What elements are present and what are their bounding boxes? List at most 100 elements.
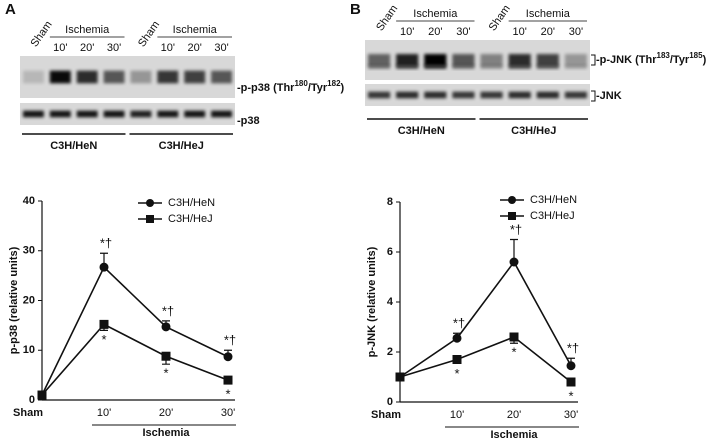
significance-label: *† bbox=[162, 303, 174, 318]
lane-label-ischemia: Ischemia bbox=[173, 24, 218, 36]
y-axis-label: p-JNK (relative units) bbox=[366, 246, 378, 357]
band bbox=[76, 70, 98, 84]
lane-label-ischemia: Ischemia bbox=[413, 8, 458, 20]
band-label: -p-JNK (Thr183/Tyr185) bbox=[596, 51, 707, 66]
band bbox=[480, 91, 503, 99]
lane-label-time: 10' bbox=[161, 42, 175, 54]
band-label-part: 182 bbox=[327, 79, 341, 88]
band-label-part: p-p38 (Thr bbox=[241, 82, 295, 94]
lane-label-ischemia: Ischemia bbox=[526, 8, 571, 20]
band bbox=[424, 91, 447, 99]
y-tick-label: 0 bbox=[29, 394, 35, 406]
panel-letter: A bbox=[5, 1, 16, 18]
data-point bbox=[223, 352, 233, 362]
band-bracket bbox=[591, 90, 596, 102]
band bbox=[508, 64, 531, 69]
lane-label-sham: Sham bbox=[487, 3, 513, 33]
band-label-part: /Tyr bbox=[308, 82, 328, 94]
lane-label-sham: Sham bbox=[28, 19, 54, 49]
band bbox=[211, 110, 232, 118]
lane-label-time: 20' bbox=[188, 42, 202, 54]
series-line bbox=[399, 260, 572, 378]
significance-label: * bbox=[568, 388, 573, 403]
band-bracket bbox=[591, 54, 596, 66]
x-tick-label: 30' bbox=[221, 407, 235, 419]
significance-label: *† bbox=[224, 333, 236, 348]
lane-label-time: 30' bbox=[456, 26, 470, 38]
lane-label-time: 30' bbox=[107, 42, 121, 54]
y-tick-label: 0 bbox=[387, 396, 393, 408]
lane-label-sham: Sham bbox=[374, 3, 400, 33]
legend-label: C3H/HeN bbox=[530, 194, 577, 206]
legend-marker bbox=[146, 215, 154, 223]
band-label-part: ) bbox=[703, 54, 707, 66]
band-label-part: ) bbox=[341, 82, 345, 94]
band-label: -JNK bbox=[596, 90, 622, 102]
x-axis-label: Ischemia bbox=[490, 429, 538, 438]
y-tick-label: 10 bbox=[23, 344, 35, 356]
lane-label-time: 30' bbox=[214, 42, 228, 54]
band bbox=[452, 64, 475, 69]
data-point bbox=[566, 361, 576, 371]
lane-label-sham: Sham bbox=[136, 19, 162, 49]
band-label-part: JNK bbox=[600, 90, 622, 102]
band-label-part: 185 bbox=[689, 51, 703, 60]
band-label-part: p38 bbox=[241, 115, 260, 127]
significance-label: * bbox=[101, 332, 106, 347]
band bbox=[396, 64, 419, 69]
band bbox=[184, 70, 206, 84]
band bbox=[130, 70, 152, 84]
lane-label-time: 30' bbox=[569, 26, 583, 38]
band bbox=[368, 91, 391, 99]
band bbox=[536, 54, 559, 66]
data-point bbox=[452, 355, 462, 364]
band-label-part: p-JNK (Thr bbox=[600, 54, 658, 66]
band bbox=[480, 64, 503, 69]
band-label: -p38 bbox=[237, 115, 260, 127]
blot-background bbox=[365, 84, 590, 106]
band bbox=[508, 54, 531, 66]
data-point bbox=[223, 375, 233, 385]
significance-label: *† bbox=[453, 316, 465, 331]
significance-label: * bbox=[454, 366, 459, 381]
y-tick-label: 6 bbox=[387, 246, 393, 258]
band bbox=[564, 64, 587, 69]
band bbox=[424, 54, 447, 66]
band bbox=[536, 64, 559, 69]
series-line bbox=[41, 323, 229, 396]
lane-label-time: 10' bbox=[400, 26, 414, 38]
band bbox=[157, 70, 179, 84]
y-tick-label: 4 bbox=[387, 296, 394, 308]
x-tick-label: Sham bbox=[371, 409, 401, 421]
y-tick-label: 8 bbox=[387, 196, 393, 208]
lane-label-time: 10' bbox=[513, 26, 527, 38]
group-label: C3H/HeJ bbox=[159, 140, 204, 152]
group-label: C3H/HeN bbox=[50, 140, 97, 152]
legend-marker bbox=[508, 196, 516, 204]
band bbox=[564, 91, 587, 99]
data-point bbox=[161, 322, 171, 332]
band bbox=[23, 70, 44, 84]
band bbox=[480, 54, 503, 66]
data-point bbox=[37, 390, 47, 400]
blot-background bbox=[20, 103, 235, 125]
band bbox=[508, 91, 531, 99]
band bbox=[211, 70, 232, 84]
legend-marker bbox=[146, 199, 154, 207]
lane-label-time: 20' bbox=[428, 26, 442, 38]
y-tick-label: 2 bbox=[387, 346, 393, 358]
band bbox=[396, 54, 419, 66]
band bbox=[424, 64, 447, 69]
band bbox=[49, 70, 71, 84]
data-point bbox=[395, 372, 405, 382]
y-tick-label: 40 bbox=[23, 195, 35, 207]
band bbox=[157, 110, 179, 118]
x-axis-label: Ischemia bbox=[142, 427, 190, 438]
significance-label: * bbox=[163, 366, 168, 381]
x-tick-label: 10' bbox=[97, 407, 111, 419]
data-point bbox=[161, 351, 171, 361]
band bbox=[452, 54, 475, 66]
panel-letter: B bbox=[350, 1, 361, 18]
data-point bbox=[99, 262, 109, 272]
legend-label: C3H/HeJ bbox=[168, 213, 213, 225]
